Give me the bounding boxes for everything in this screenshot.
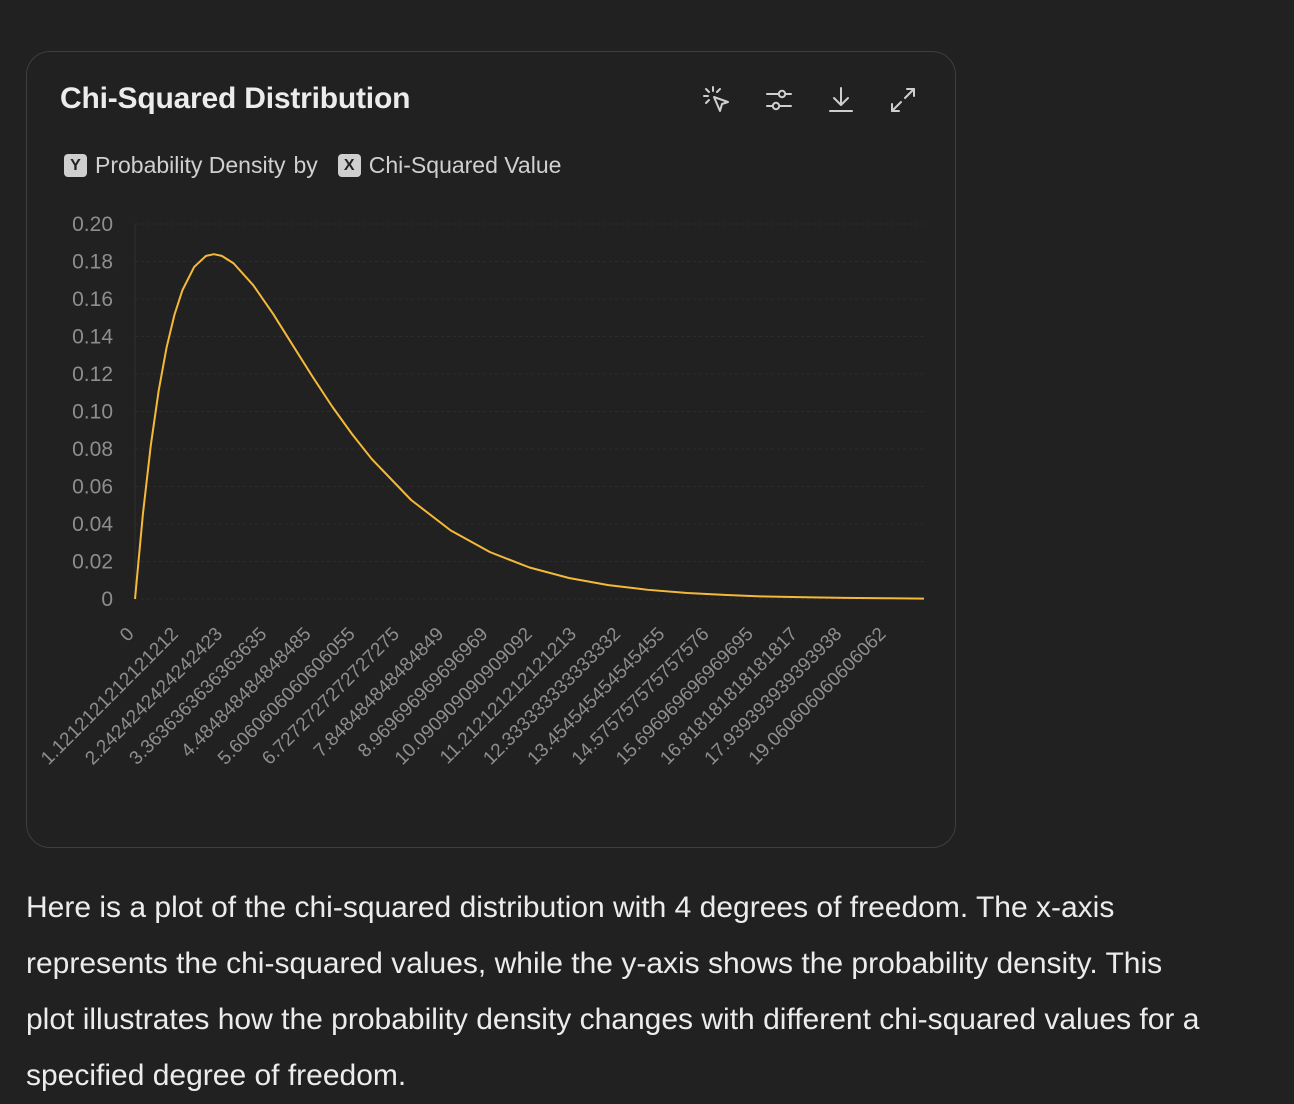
y-tick-label: 0.04 xyxy=(72,513,113,536)
chart-title: Chi-Squared Distribution xyxy=(60,82,411,115)
chart-plot: 0 0.02 0.04 0.06 0.08 0.10 0.12 0.14 0.16 0.18 0.2… xyxy=(37,213,925,770)
description-text: Here is a plot of the chi-squared distri… xyxy=(26,891,1200,1092)
chart-toolbar xyxy=(699,82,921,118)
y-tick-label: 0.06 xyxy=(72,476,113,499)
y-tick-label: 0.02 xyxy=(72,551,113,574)
chart-card: Chi-Squared Distribution Y xyxy=(26,51,956,848)
x-ticks-layer: 01.12121212121212122.24242424242424233.3… xyxy=(37,624,890,770)
series-layer xyxy=(134,253,925,600)
y-ticks-layer: 0 0.02 0.04 0.06 0.08 0.10 0.12 0.14 0.16 0.18 0.2… xyxy=(72,213,113,611)
x-tick-label: 0 xyxy=(116,624,138,646)
y-tick-label: 0.08 xyxy=(72,438,113,461)
y-key-badge: Y xyxy=(64,154,87,177)
y-tick-label: 0.10 xyxy=(72,401,113,424)
y-axis-label: Probability Density xyxy=(95,152,286,178)
select-cursor-icon[interactable] xyxy=(699,82,735,118)
grid-layer xyxy=(134,223,924,600)
y-tick-label: 0.18 xyxy=(72,251,113,274)
y-tick-label: 0.20 xyxy=(72,213,113,236)
y-tick-label: 0 xyxy=(101,588,113,611)
subtitle-connector: by xyxy=(293,152,318,178)
y-tick-label: 0.16 xyxy=(72,288,113,311)
expand-icon[interactable] xyxy=(885,82,921,118)
series-line xyxy=(134,253,925,600)
x-axis-label: Chi-Squared Value xyxy=(368,152,562,178)
sliders-icon[interactable] xyxy=(761,82,797,118)
download-icon[interactable] xyxy=(823,82,859,118)
y-tick-label: 0.12 xyxy=(72,363,113,386)
y-tick-label: 0.14 xyxy=(72,326,113,349)
x-key-badge: X xyxy=(337,154,361,177)
chart-subtitle: Y Probability Density by X Chi-Squared V… xyxy=(64,152,561,179)
